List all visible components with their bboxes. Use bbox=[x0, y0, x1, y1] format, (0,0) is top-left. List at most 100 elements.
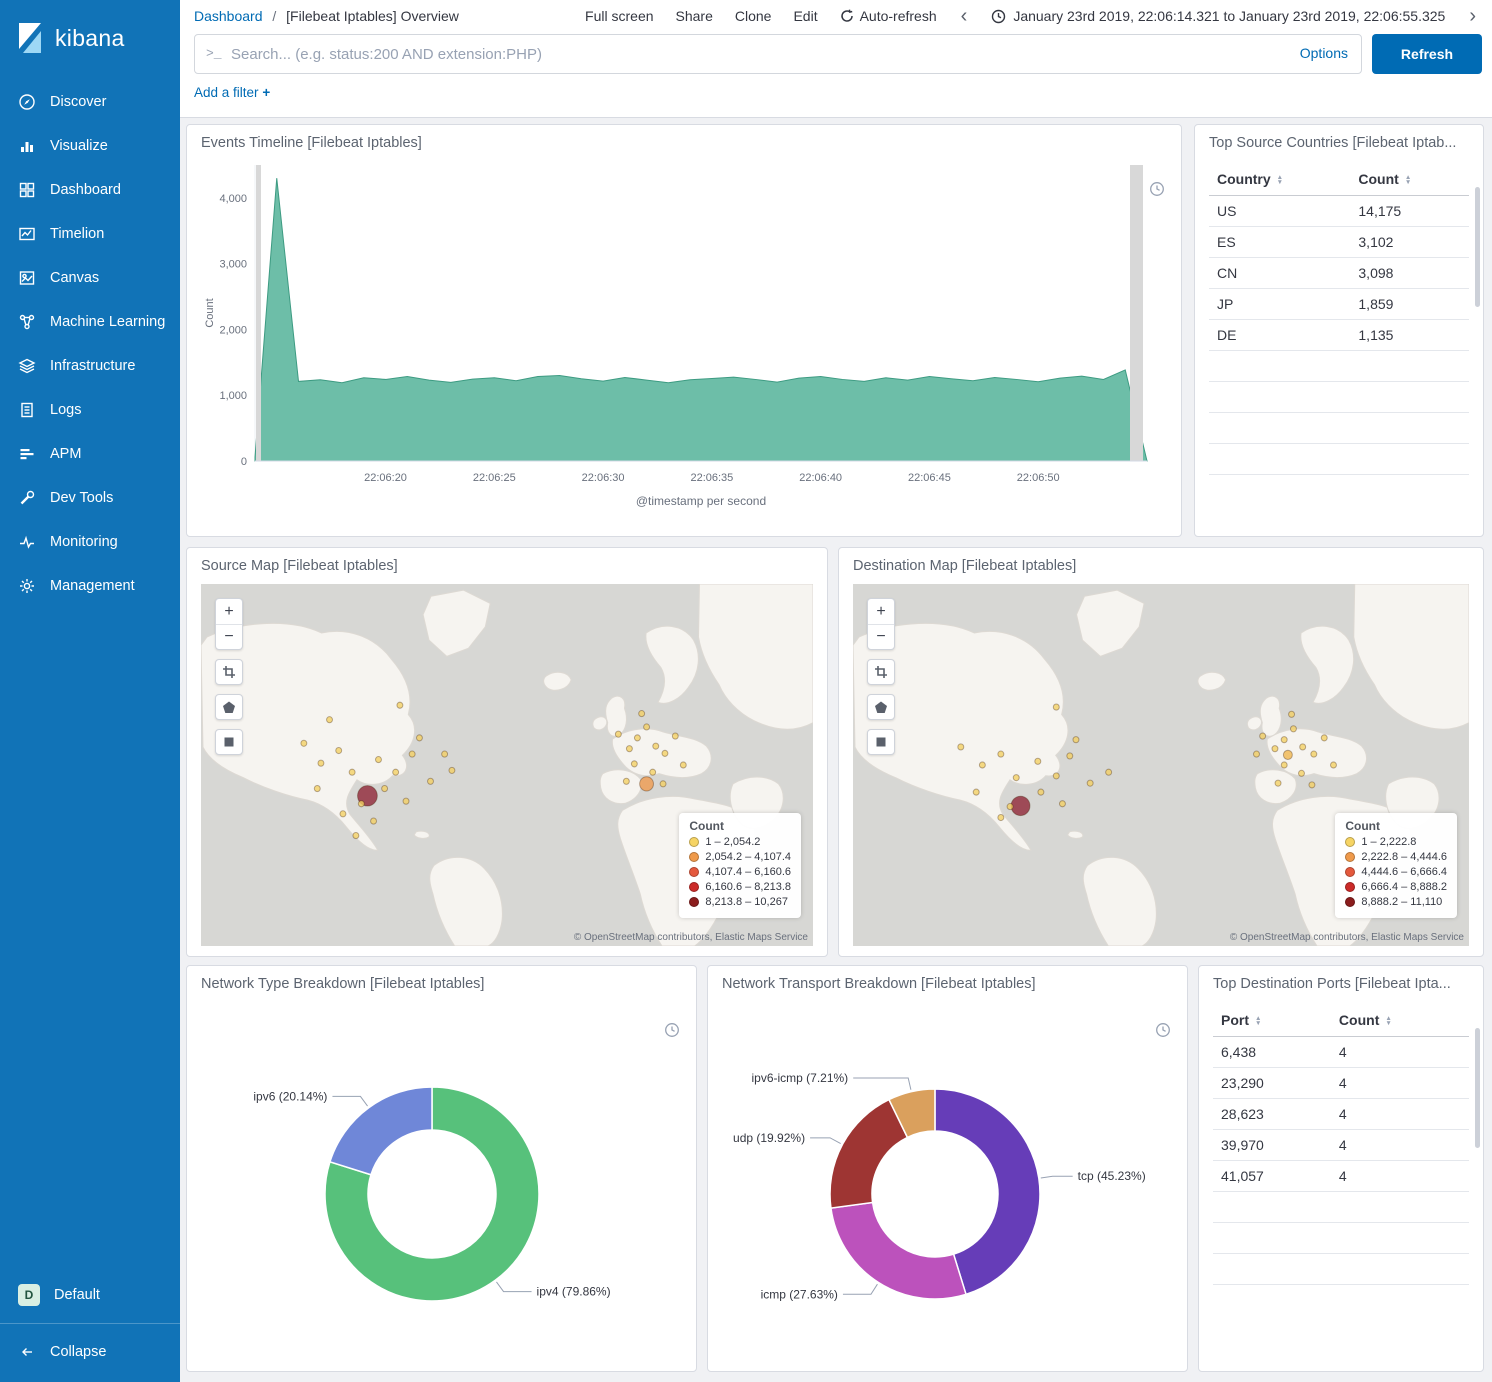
sidebar-item-apm[interactable]: APM bbox=[0, 432, 180, 476]
map-marker[interactable] bbox=[375, 756, 382, 764]
events-timeline-chart[interactable]: 0 1,000 2,000 3,000 4,000 22:06:20 22:06:25 22:… bbox=[199, 153, 1163, 513]
map-marker[interactable] bbox=[415, 734, 423, 742]
map-marker[interactable] bbox=[997, 813, 1005, 822]
donut-slice[interactable] bbox=[830, 1201, 967, 1300]
zoom-out-button[interactable]: − bbox=[216, 624, 242, 649]
map-marker[interactable] bbox=[638, 710, 646, 718]
map-marker[interactable] bbox=[1299, 743, 1307, 751]
map-marker[interactable] bbox=[972, 788, 980, 796]
map-marker[interactable] bbox=[370, 817, 377, 825]
space-switcher-default[interactable]: D Default bbox=[0, 1273, 180, 1317]
map-marker[interactable] bbox=[441, 750, 449, 758]
map-marker[interactable] bbox=[957, 743, 965, 751]
donut-slice[interactable] bbox=[887, 1088, 936, 1139]
map-marker[interactable] bbox=[357, 785, 378, 807]
sidebar-item-logs[interactable]: Logs bbox=[0, 388, 180, 432]
column-header-country[interactable]: Country ▲ ▼ bbox=[1209, 163, 1351, 196]
map-marker[interactable] bbox=[313, 784, 321, 793]
map-marker[interactable] bbox=[1072, 736, 1080, 744]
map-marker[interactable] bbox=[1010, 795, 1031, 817]
map-marker[interactable] bbox=[1308, 781, 1316, 789]
map-marker[interactable] bbox=[1105, 768, 1113, 776]
map-marker[interactable] bbox=[661, 749, 669, 757]
map-marker[interactable] bbox=[1058, 800, 1066, 808]
zoom-in-button[interactable]: + bbox=[876, 602, 886, 620]
map-marker[interactable] bbox=[1066, 752, 1074, 760]
draw-polygon-button[interactable] bbox=[215, 694, 243, 720]
map-marker[interactable] bbox=[1012, 774, 1020, 782]
map-marker[interactable] bbox=[622, 777, 630, 785]
map-marker[interactable] bbox=[1280, 736, 1288, 744]
refresh-button[interactable]: Refresh bbox=[1372, 34, 1482, 74]
map-marker[interactable] bbox=[348, 768, 356, 776]
add-filter-link[interactable]: Add a filter + bbox=[194, 85, 271, 100]
source-map[interactable]: + − Count 1 – 2,054.2 2,054.2 – 4,107.4 4,… bbox=[201, 584, 813, 946]
map-marker[interactable] bbox=[339, 810, 347, 818]
map-marker[interactable] bbox=[402, 797, 410, 805]
panel-time-icon[interactable] bbox=[664, 1022, 680, 1043]
destination-map[interactable]: + − Count 1 – 2,222.8 2,222.8 – 4,444.6 4,… bbox=[853, 584, 1469, 946]
map-marker[interactable] bbox=[392, 768, 400, 776]
map-marker[interactable] bbox=[326, 716, 333, 724]
time-prev-button[interactable]: ‹ bbox=[960, 5, 968, 27]
map-marker[interactable] bbox=[659, 780, 667, 788]
sidebar-item-dashboard[interactable]: Dashboard bbox=[0, 168, 180, 212]
sidebar-item-visualize[interactable]: Visualize bbox=[0, 124, 180, 168]
map-marker[interactable] bbox=[1288, 710, 1296, 718]
map-marker[interactable] bbox=[997, 750, 1005, 758]
column-header-count[interactable]: Count ▲ ▼ bbox=[1330, 1004, 1469, 1037]
map-marker[interactable] bbox=[652, 742, 660, 750]
map-marker[interactable] bbox=[448, 766, 456, 774]
map-marker[interactable] bbox=[1086, 779, 1094, 787]
options-link[interactable]: Options bbox=[1299, 45, 1348, 61]
map-marker[interactable] bbox=[381, 784, 389, 793]
map-marker[interactable] bbox=[1253, 750, 1260, 758]
map-marker[interactable] bbox=[357, 800, 365, 808]
map-marker[interactable] bbox=[630, 760, 638, 768]
map-marker[interactable] bbox=[1310, 750, 1318, 758]
map-marker[interactable] bbox=[679, 761, 687, 769]
map-marker[interactable] bbox=[300, 739, 308, 747]
sidebar-item-discover[interactable]: Discover bbox=[0, 80, 180, 124]
network-type-donut[interactable]: ipv4 (79.86%) ipv6 (20.14%) bbox=[187, 966, 696, 1371]
network-transport-donut[interactable]: tcp (45.23%) icmp (27.63%) udp (19.92%) ipv… bbox=[708, 966, 1187, 1371]
map-marker[interactable] bbox=[1034, 757, 1042, 765]
breadcrumb-dashboard-link[interactable]: Dashboard bbox=[194, 8, 263, 24]
full-screen-button[interactable]: Full screen bbox=[585, 8, 654, 24]
map-marker[interactable] bbox=[427, 777, 434, 785]
sidebar-item-infrastructure[interactable]: Infrastructure bbox=[0, 344, 180, 388]
share-button[interactable]: Share bbox=[675, 8, 713, 24]
map-marker[interactable] bbox=[352, 831, 360, 840]
search-input[interactable] bbox=[194, 34, 1362, 74]
draw-rectangle-button[interactable] bbox=[867, 729, 895, 755]
map-marker[interactable] bbox=[1037, 788, 1045, 796]
panel-time-icon[interactable] bbox=[1155, 1022, 1171, 1043]
map-marker[interactable] bbox=[1052, 703, 1060, 711]
map-marker[interactable] bbox=[633, 734, 641, 742]
map-marker[interactable] bbox=[643, 723, 651, 731]
kibana-logo[interactable]: kibana bbox=[0, 0, 180, 72]
destination-map-canvas[interactable] bbox=[853, 584, 1469, 946]
map-marker[interactable] bbox=[1259, 732, 1267, 740]
draw-polygon-button[interactable] bbox=[867, 694, 895, 720]
map-marker[interactable] bbox=[1271, 745, 1279, 753]
map-marker[interactable] bbox=[1274, 779, 1282, 787]
map-marker[interactable] bbox=[1298, 769, 1305, 777]
sidebar-item-machine-learning[interactable]: Machine Learning bbox=[0, 300, 180, 344]
map-marker[interactable] bbox=[978, 761, 986, 769]
clone-button[interactable]: Clone bbox=[734, 8, 772, 24]
table-scrollbar[interactable] bbox=[1475, 1028, 1480, 1148]
map-marker[interactable] bbox=[639, 776, 654, 792]
map-marker[interactable] bbox=[614, 730, 622, 738]
map-marker[interactable] bbox=[1282, 749, 1293, 761]
donut-slice[interactable] bbox=[324, 1086, 540, 1302]
auto-refresh-button[interactable]: Auto-refresh bbox=[840, 8, 937, 24]
column-header-count[interactable]: Count ▲ ▼ bbox=[1350, 163, 1469, 196]
column-header-port[interactable]: Port ▲ ▼ bbox=[1213, 1004, 1331, 1037]
map-marker[interactable] bbox=[625, 745, 633, 753]
map-marker[interactable] bbox=[1289, 725, 1297, 733]
sidebar-item-canvas[interactable]: Canvas bbox=[0, 256, 180, 300]
draw-bounds-button[interactable] bbox=[215, 659, 243, 685]
map-marker[interactable] bbox=[671, 732, 679, 740]
donut-slice[interactable] bbox=[934, 1088, 1041, 1296]
